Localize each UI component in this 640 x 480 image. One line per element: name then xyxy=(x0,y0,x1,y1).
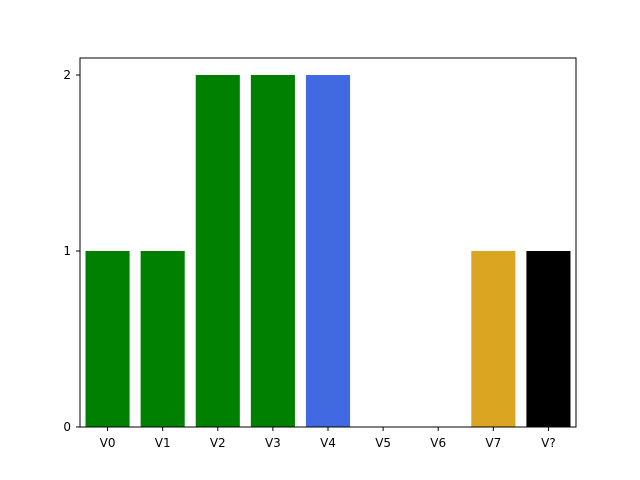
x-axis: V0 V1 V2 V3 V4 V5 V6 V7 V? xyxy=(100,427,556,450)
bar-0 xyxy=(85,251,130,427)
bar-2 xyxy=(195,75,240,427)
bar-7 xyxy=(471,251,516,427)
bar-8 xyxy=(526,251,571,427)
y-axis: 0 1 2 xyxy=(63,68,80,434)
y-tick-label: 0 xyxy=(63,420,71,434)
x-tick-label: V5 xyxy=(375,436,391,450)
x-tick-label: V4 xyxy=(320,436,336,450)
bar-3 xyxy=(250,75,295,427)
x-tick-label: V1 xyxy=(155,436,171,450)
x-tick-label: V0 xyxy=(100,436,116,450)
bar-1 xyxy=(140,251,185,427)
x-tick-label: V2 xyxy=(210,436,226,450)
x-tick-label: V6 xyxy=(430,436,446,450)
y-tick-label: 1 xyxy=(63,244,71,258)
bars-layer xyxy=(85,75,571,427)
y-tick-label: 2 xyxy=(63,68,71,82)
x-tick-label: V7 xyxy=(485,436,501,450)
x-tick-label: V3 xyxy=(265,436,281,450)
plot-frame xyxy=(79,57,577,428)
x-tick-label: V? xyxy=(541,436,556,450)
bar-4 xyxy=(305,75,351,427)
